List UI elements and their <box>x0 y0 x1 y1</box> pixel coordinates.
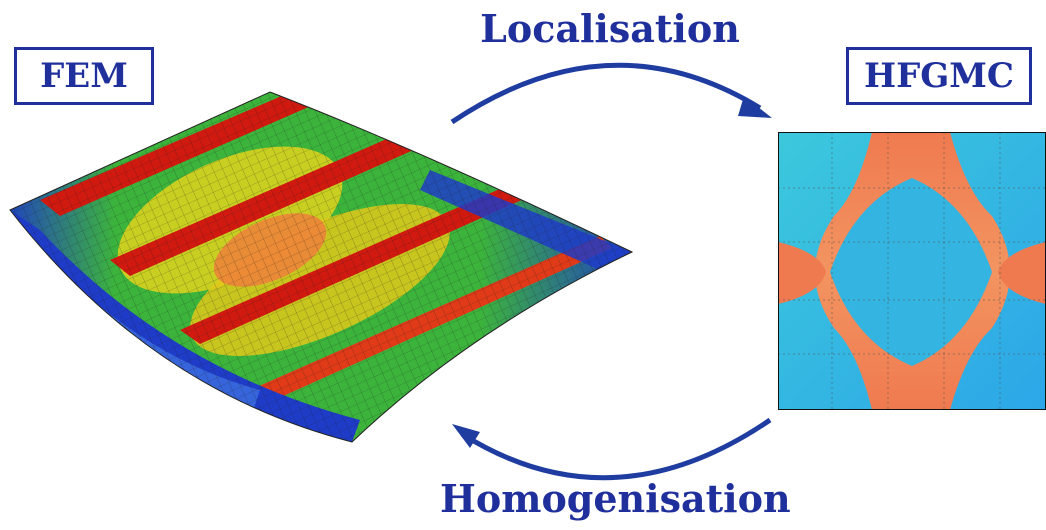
fem-panel-plot <box>9 91 634 443</box>
localisation-arrow <box>450 62 762 125</box>
homogenisation-arrow <box>460 417 772 481</box>
localisation-label: Localisation <box>480 6 740 51</box>
fem-label: FEM <box>40 56 128 96</box>
hfgmc-label-box: HFGMC <box>846 47 1032 105</box>
hfgmc-cell-plot <box>778 132 1046 410</box>
localisation-arrowhead <box>738 96 772 118</box>
hfgmc-label: HFGMC <box>864 56 1014 96</box>
homogenisation-label: Homogenisation <box>440 476 791 521</box>
fem-label-box: FEM <box>14 47 154 105</box>
homogenisation-arrowhead <box>452 424 480 448</box>
